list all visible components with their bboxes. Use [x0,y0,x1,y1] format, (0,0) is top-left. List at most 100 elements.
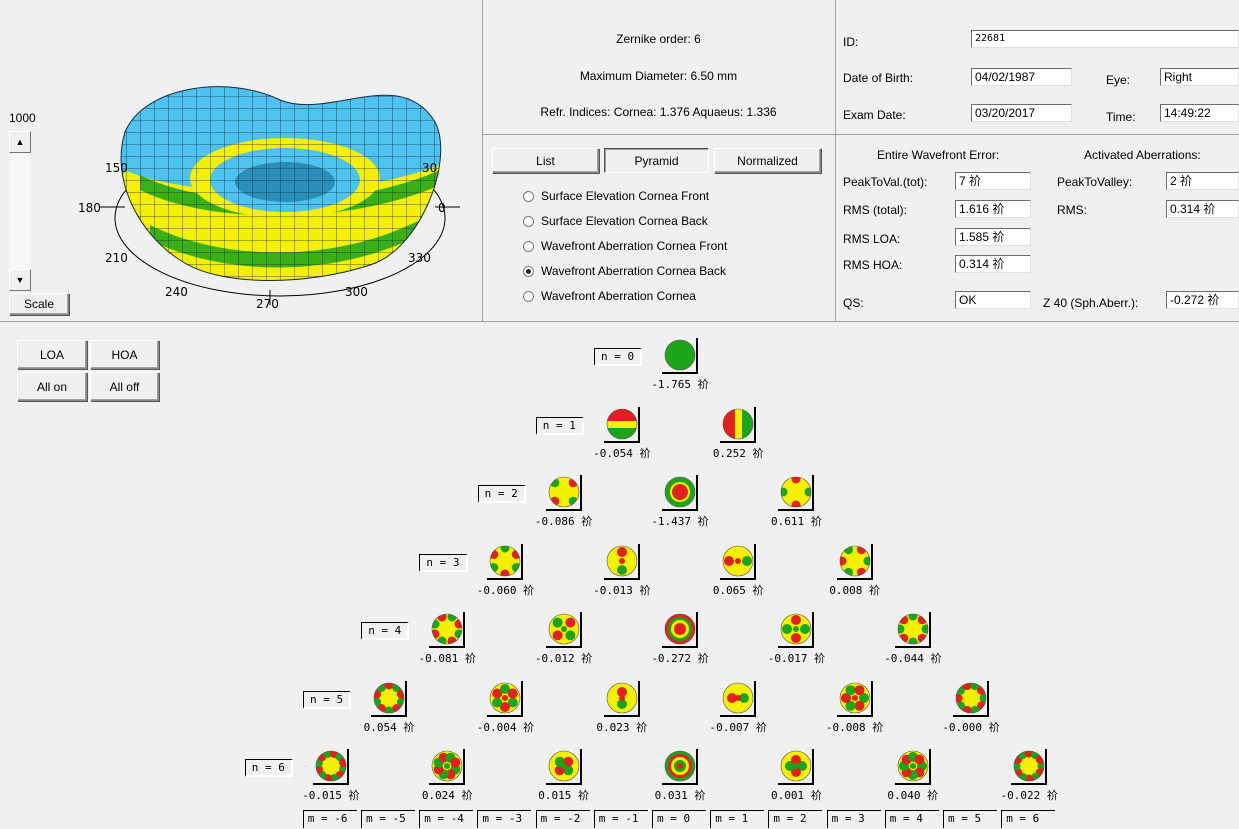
radio-option[interactable]: Surface Elevation Cornea Back [523,213,708,229]
max-diameter-text: Maximum Diameter: 6.50 mm [579,69,738,83]
radio-button[interactable] [523,265,534,277]
zernike-term-n2-m-2[interactable] [545,475,582,511]
term-frame [545,749,582,785]
zernike-coefficient: 0.023 祄 [596,720,648,734]
zernike-term-n6-m-6[interactable] [312,749,349,785]
term-frame [894,749,931,785]
radio-button[interactable] [523,215,534,227]
all-off-button[interactable]: All off [90,372,159,401]
hoa-button[interactable]: HOA [90,340,159,369]
radio-option[interactable]: Wavefront Aberration Cornea Front [523,238,727,254]
order-label-n2: n = 2 [477,485,526,503]
rms-field[interactable]: 0.314 祄 [1166,200,1239,218]
radio-option-label: Wavefront Aberration Cornea Back [541,264,726,278]
arrow-down-icon: ▼ [15,275,25,285]
qs-field[interactable]: OK [955,291,1031,309]
radio-option[interactable]: Wavefront Aberration Cornea [523,288,696,304]
all-on-button[interactable]: All on [17,372,87,401]
zernike-term-n6-m6[interactable] [1011,749,1048,785]
zernike-map [490,682,521,713]
zernike-map [315,750,347,782]
time-field[interactable]: 14:49:22 [1160,104,1239,122]
radio-option[interactable]: Surface Elevation Cornea Front [523,188,709,204]
zernike-term-n6-m-2[interactable] [545,749,582,785]
zernike-term-n4-m0[interactable] [662,612,698,648]
zernike-coefficient: 0.001 祄 [771,789,822,802]
zernike-coefficient: -0.081 祄 [418,652,476,665]
scale-button[interactable]: Scale [9,293,69,315]
angle-label: 240 [165,285,188,299]
separator-mid [482,134,1239,135]
ptv-tot-field[interactable]: 7 祄 [955,172,1031,190]
zernike-term-n5-m-1[interactable] [603,680,640,717]
rms-hoa-field[interactable]: 0.314 祄 [955,255,1031,273]
zernike-term-n5-m5[interactable] [953,680,989,717]
radio-button[interactable] [523,290,534,302]
zernike-coefficient: -0.054 祄 [593,446,651,460]
zernike-term-n4-m-4[interactable] [429,612,466,648]
z40-field[interactable]: -0.272 祄 [1166,291,1239,309]
angle-label: 270 [256,297,279,311]
normalized-button[interactable]: Normalized [714,148,821,173]
zernike-term-n3-m-3[interactable] [487,543,524,580]
zernike-term-n2-m0[interactable] [662,475,698,511]
angle-label: 210 [105,251,128,265]
zernike-term-n5-m-3[interactable] [487,680,524,717]
zernike-coefficient: 0.024 祄 [421,789,473,802]
zernike-term-n3-m1[interactable] [720,543,757,580]
pyramid-button[interactable]: Pyramid [604,148,709,173]
zernike-map [606,408,638,439]
term-frame [545,612,582,648]
radio-option-label: Wavefront Aberration Cornea [541,289,696,303]
zernike-term-n4-m-2[interactable] [545,612,582,648]
zernike-term-n5-m3[interactable] [836,680,873,717]
column-label-m: m = 5 [943,810,997,828]
term-frame [836,680,873,717]
rms-loa-field[interactable]: 1.585 祄 [955,228,1031,246]
scroll-up-button[interactable]: ▲ [9,131,31,153]
radio-button[interactable] [523,190,534,202]
zernike-term-n4-m2[interactable] [778,612,815,648]
zernike-term-n1-m-1[interactable] [603,406,640,443]
ptv-field[interactable]: 2 祄 [1166,172,1239,190]
scroll-down-button[interactable]: ▼ [9,269,31,291]
angle-label: 30 [422,161,437,175]
loa-button[interactable]: LOA [17,340,87,369]
zernike-map [781,613,812,645]
term-frame [720,680,757,717]
column-label-m: m = 6 [1001,810,1056,828]
zernike-term-n5-m-5[interactable] [371,680,407,717]
zernike-term-n4-m4[interactable] [894,612,931,648]
zernike-term-n6-m2[interactable] [778,749,815,785]
zernike-term-n2-m2[interactable] [778,475,815,511]
zernike-term-n3-m3[interactable] [836,543,873,580]
scale-scrollbar[interactable] [9,131,31,291]
dob-field[interactable]: 04/02/1987 [971,68,1072,86]
zernike-map [664,476,696,508]
zernike-term-n3-m-1[interactable] [603,543,640,580]
zernike-term-n0-m0[interactable] [662,338,698,374]
zernike-coefficient: -0.013 祄 [593,583,651,597]
eye-field[interactable]: Right [1160,68,1239,86]
time-label: Time: [1106,110,1136,124]
rms-label: RMS: [1057,203,1087,217]
column-label-m: m = -3 [477,810,532,828]
z40-label: Z 40 (Sph.Aberr.): [1043,296,1139,310]
order-label-n6: n = 6 [244,759,293,777]
zernike-term-n1-m1[interactable] [720,406,757,443]
list-button[interactable]: List [492,148,599,173]
exam-date-field[interactable]: 03/20/2017 [971,104,1072,122]
zernike-map [548,613,579,645]
rms-total-label: RMS (total): [843,203,908,217]
id-field[interactable]: 22681 [971,30,1239,48]
zernike-term-n5-m1[interactable] [720,680,757,717]
radio-button[interactable] [523,240,534,252]
rms-total-field[interactable]: 1.616 祄 [955,200,1031,218]
radio-option[interactable]: Wavefront Aberration Cornea Back [523,263,726,279]
zernike-term-n6-m0[interactable] [662,749,698,785]
zernike-term-n6-m4[interactable] [894,749,931,785]
zernike-coefficient: -0.007 祄 [709,720,767,734]
term-frame [312,749,349,785]
zernike-term-n6-m-4[interactable] [429,749,466,785]
angle-label: 0 [438,201,446,215]
